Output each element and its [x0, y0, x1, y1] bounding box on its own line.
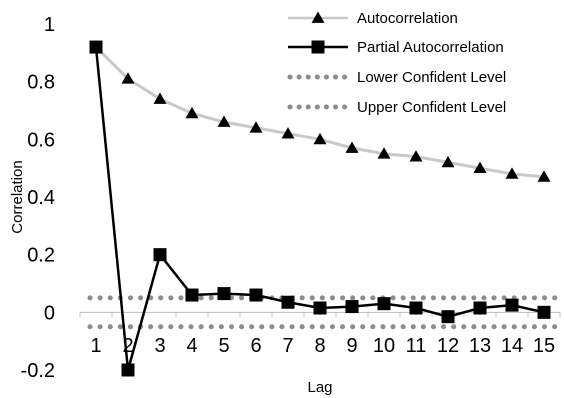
- partial-autocorrelation-point: [121, 363, 135, 377]
- partial-autocorrelation-point: [217, 287, 231, 301]
- autocorrelation-point: [249, 121, 263, 133]
- x-tick-label: 5: [218, 335, 229, 357]
- x-tick-label: 4: [186, 335, 197, 357]
- legend-label: Autocorrelation: [357, 10, 458, 27]
- partial-autocorrelation-point: [185, 288, 199, 302]
- x-tick-label: 8: [314, 335, 325, 357]
- legend: Autocorrelation Partial Autocorrelation Lo…: [287, 10, 506, 116]
- x-axis-title: Lag: [307, 379, 332, 396]
- partial-autocorrelation-series: [89, 40, 551, 377]
- y-tick-label: -0.2: [21, 360, 55, 382]
- x-tick-label: 1: [90, 335, 101, 357]
- autocorrelation-point: [537, 170, 551, 182]
- x-tick-label: 6: [250, 335, 261, 357]
- autocorrelation-point: [121, 72, 135, 84]
- legend-item-lower-confident-level: Lower Confident Level: [287, 69, 506, 86]
- partial-autocorrelation-point: [441, 310, 455, 324]
- legend-marker: [311, 11, 325, 23]
- partial-autocorrelation-point: [537, 305, 551, 319]
- autocorrelation-point: [185, 106, 199, 119]
- y-tick-label: 0.8: [27, 72, 55, 94]
- y-tick-label: 0.4: [27, 187, 55, 209]
- partial-autocorrelation-point: [249, 288, 263, 302]
- legend-label: Lower Confident Level: [357, 69, 506, 86]
- legend-label: Partial Autocorrelation: [357, 39, 504, 56]
- legend-item-partial-autocorrelation: Partial Autocorrelation: [288, 39, 504, 56]
- legend-label: Upper Confident Level: [357, 99, 506, 116]
- autocorrelation-point: [377, 147, 391, 159]
- partial-autocorrelation-point: [409, 301, 423, 315]
- y-tick-label: 1: [44, 14, 55, 36]
- partial-autocorrelation-point: [89, 40, 103, 54]
- autocorrelation-point: [153, 92, 167, 104]
- autocorrelation-point: [281, 127, 295, 139]
- legend-item-autocorrelation: Autocorrelation: [288, 10, 458, 27]
- partial-autocorrelation-point: [313, 301, 327, 315]
- autocorrelation-point: [505, 167, 519, 179]
- partial-autocorrelation-line: [94, 46, 545, 371]
- legend-marker: [311, 40, 325, 54]
- partial-autocorrelation-point: [377, 297, 391, 311]
- axes: -0.200.20.40.60.811 2 3 4 5 6 7 8 9 10 11 12 13 14 15: [21, 14, 561, 382]
- y-axis-title: Correlation: [9, 160, 26, 233]
- x-tick-label: 2: [122, 335, 133, 357]
- partial-autocorrelation-point: [281, 295, 295, 309]
- x-tick-label: 14: [501, 335, 523, 357]
- legend-item-upper-confident-level: Upper Confident Level: [287, 99, 506, 116]
- x-tick-label: 3: [154, 335, 165, 357]
- y-tick-label: 0: [44, 302, 55, 324]
- y-tick-label: 0.6: [27, 129, 55, 151]
- y-tick-label: 0.2: [27, 245, 55, 267]
- x-tick-label: 11: [406, 335, 427, 357]
- partial-autocorrelation-point: [153, 248, 167, 262]
- autocorrelation-point: [313, 132, 327, 145]
- x-tick-label: 12: [437, 335, 459, 357]
- autocorrelation-point: [473, 161, 487, 174]
- partial-autocorrelation-point: [345, 300, 359, 314]
- x-tick-label: 10: [373, 335, 395, 357]
- x-tick-label: 13: [469, 335, 491, 357]
- autocorrelation-point: [409, 150, 423, 162]
- partial-autocorrelation-point: [473, 301, 487, 315]
- partial-autocorrelation-point: [505, 298, 519, 312]
- autocorrelation-point: [345, 141, 359, 153]
- autocorrelation-point: [441, 155, 455, 168]
- series-layer: [87, 40, 561, 377]
- x-tick-label: 7: [282, 335, 293, 357]
- x-tick-label: 15: [533, 335, 555, 357]
- autocorrelation-point: [217, 115, 231, 127]
- x-tick-label: 9: [346, 335, 357, 357]
